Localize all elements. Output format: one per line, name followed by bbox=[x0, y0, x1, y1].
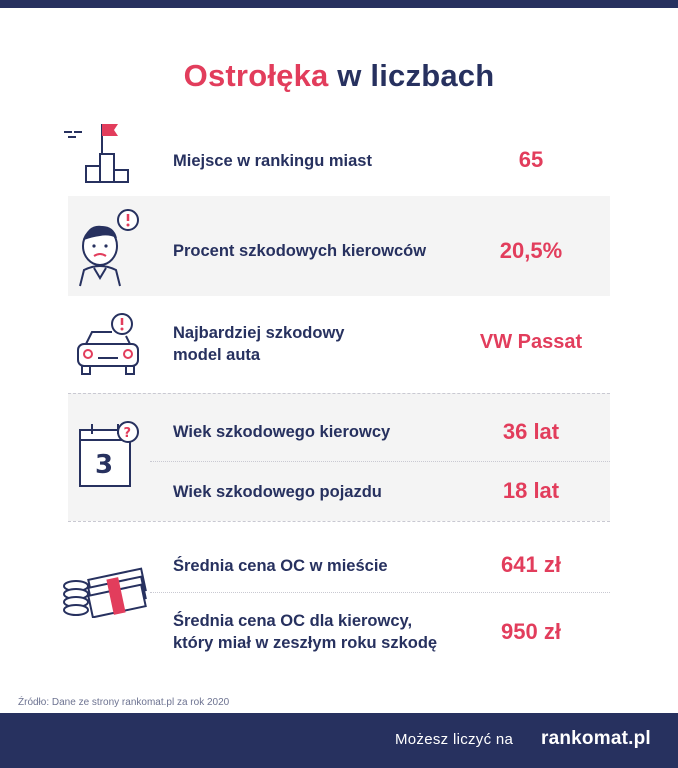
row-driver-age-label: Wiek szkodowego kierowcy bbox=[173, 423, 391, 441]
row-vehicle-age-label: Wiek szkodowego pojazdu bbox=[173, 483, 382, 501]
separator-line bbox=[150, 592, 610, 593]
row-oc-driver-label-line1: Średnia cena OC dla kierowcy, bbox=[173, 612, 413, 630]
row-car-model-label: Najbardziej szkodowy model auta bbox=[173, 322, 344, 366]
row-vehicle-age-value: 18 lat bbox=[502, 478, 560, 503]
calendar-question-icon: 3 ? bbox=[76, 418, 142, 490]
footer-tagline: Możesz liczyć na bbox=[395, 731, 514, 748]
svg-text:?: ? bbox=[124, 426, 132, 441]
separator-line bbox=[68, 521, 610, 522]
row-oc-driver-value: 950 zł bbox=[501, 619, 561, 644]
row-driver-percent-value: 20,5% bbox=[499, 238, 563, 263]
row-background bbox=[68, 393, 610, 521]
title-city: Ostrołęka bbox=[183, 58, 329, 93]
row-car-model-value: VW Passat bbox=[479, 331, 583, 353]
title-rest: w liczbach bbox=[337, 58, 495, 93]
row-car-model-label-line2: model auta bbox=[173, 346, 261, 364]
top-bar bbox=[0, 0, 678, 8]
source-note: Źródło: Dane ze strony rankomat.pl za ro… bbox=[18, 697, 230, 708]
driver-alert-icon bbox=[74, 208, 142, 288]
money-stack-icon bbox=[60, 560, 152, 619]
separator-line bbox=[68, 393, 610, 394]
row-oc-driver-label-line2: który miał w zeszłym roku szkodę bbox=[173, 634, 438, 652]
row-driver-age-value: 36 lat bbox=[502, 419, 560, 444]
separator-line bbox=[150, 461, 610, 462]
row-driver-percent-label: Procent szkodowych kierowców bbox=[173, 242, 427, 260]
calendar-digit: 3 bbox=[95, 450, 113, 480]
row-background bbox=[68, 196, 610, 296]
car-alert-icon bbox=[72, 312, 144, 378]
rankomat-logo[interactable]: rankomat.pl bbox=[541, 728, 651, 749]
row-car-model-label-line1: Najbardziej szkodowy bbox=[173, 324, 345, 342]
row-ranking-label: Miejsce w rankingu miast bbox=[173, 152, 372, 170]
podium-flag-icon bbox=[62, 120, 134, 184]
row-oc-city-value: 641 zł bbox=[501, 552, 561, 577]
row-oc-city-label: Średnia cena OC w mieście bbox=[173, 557, 388, 575]
footer-bar bbox=[0, 713, 678, 768]
row-oc-driver-label: Średnia cena OC dla kierowcy, który miał… bbox=[173, 610, 437, 654]
page-title: Ostrołęka w liczbach bbox=[0, 58, 678, 94]
row-ranking-value: 65 bbox=[518, 147, 544, 172]
